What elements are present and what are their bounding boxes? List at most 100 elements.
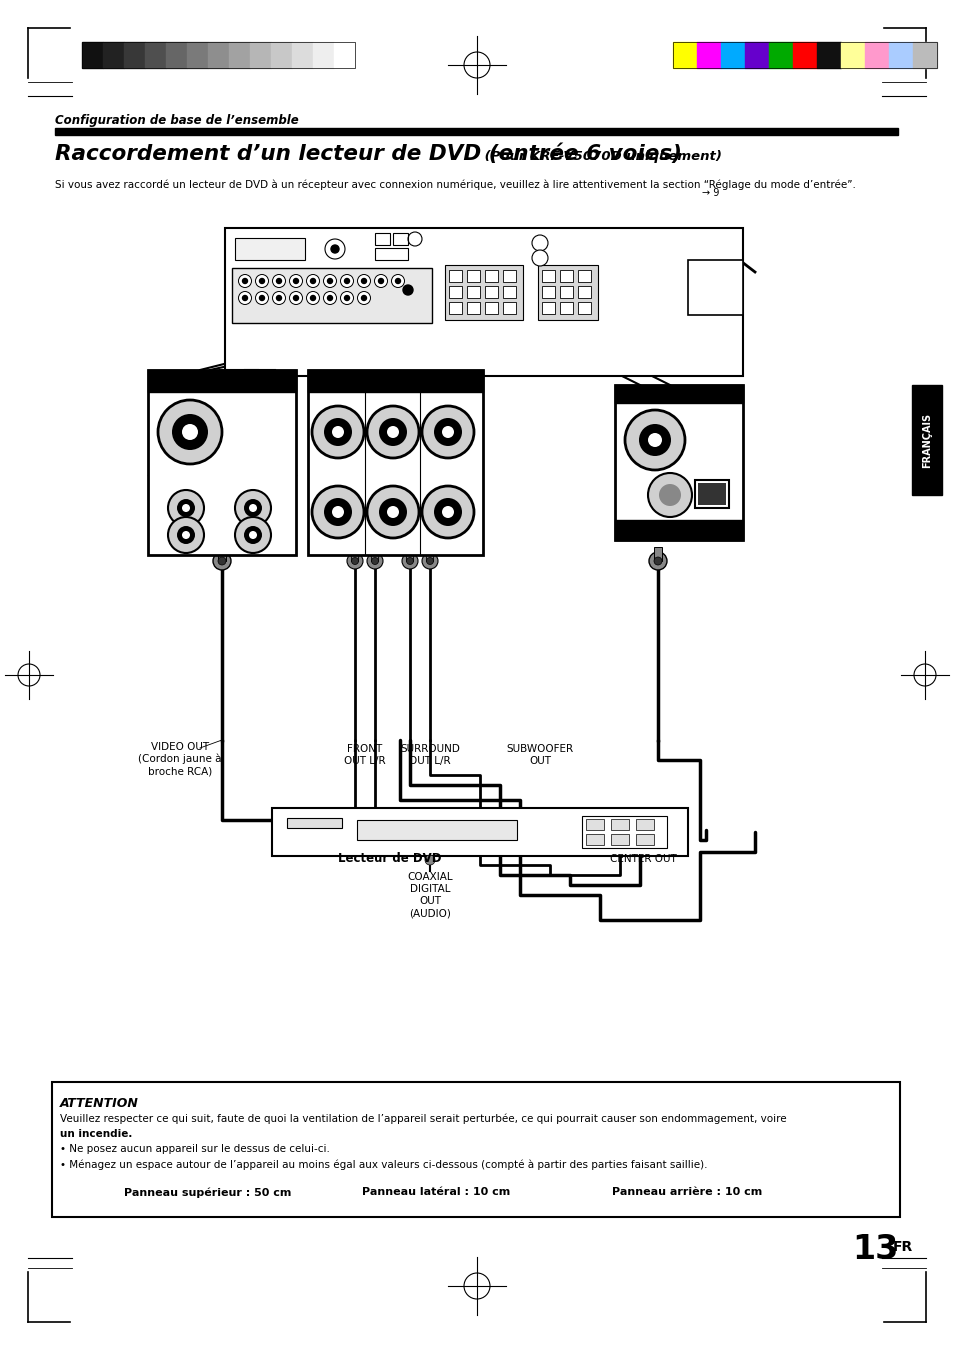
Circle shape	[294, 296, 298, 300]
Bar	[816, 42, 841, 68]
Bar	[55, 128, 897, 135]
Circle shape	[347, 553, 363, 569]
Bar	[148, 370, 295, 392]
Text: VIDEO OUT: VIDEO OUT	[151, 742, 209, 753]
Circle shape	[332, 507, 344, 517]
Bar	[308, 370, 482, 392]
Circle shape	[312, 407, 364, 458]
Circle shape	[168, 517, 204, 553]
Circle shape	[249, 504, 256, 512]
Text: OUT L/R: OUT L/R	[409, 757, 451, 766]
Circle shape	[647, 434, 661, 447]
Bar	[888, 42, 912, 68]
Bar	[208, 42, 229, 68]
Bar	[615, 385, 742, 540]
Text: (Pour KRF-V5070D uniquement): (Pour KRF-V5070D uniquement)	[479, 150, 721, 163]
Circle shape	[172, 413, 208, 450]
Text: Panneau latéral : 10 cm: Panneau latéral : 10 cm	[361, 1188, 510, 1197]
Bar	[484, 303, 497, 313]
Bar	[578, 270, 590, 282]
Circle shape	[659, 484, 680, 507]
Text: ATTENTION: ATTENTION	[60, 1097, 139, 1111]
Bar	[911, 385, 941, 494]
Circle shape	[238, 292, 252, 304]
Circle shape	[289, 292, 302, 304]
Bar	[768, 42, 792, 68]
Circle shape	[158, 400, 222, 463]
Bar	[559, 270, 573, 282]
Bar	[371, 547, 378, 561]
Bar	[351, 547, 358, 561]
Circle shape	[375, 274, 387, 288]
Bar	[502, 286, 516, 299]
Circle shape	[357, 292, 370, 304]
Circle shape	[294, 278, 298, 284]
Circle shape	[259, 278, 264, 284]
Text: FRANÇAIS: FRANÇAIS	[921, 412, 931, 467]
Circle shape	[340, 274, 354, 288]
Bar	[636, 819, 654, 830]
Circle shape	[402, 285, 413, 295]
Circle shape	[177, 499, 194, 517]
Bar	[610, 834, 628, 844]
Circle shape	[255, 292, 268, 304]
Bar	[585, 834, 603, 844]
Circle shape	[273, 274, 285, 288]
Bar	[559, 286, 573, 299]
Circle shape	[401, 553, 417, 569]
Text: • Ne posez aucun appareil sur le dessus de celui-ci.: • Ne posez aucun appareil sur le dessus …	[60, 1144, 330, 1154]
Bar	[52, 1082, 899, 1217]
Circle shape	[361, 296, 366, 300]
Circle shape	[327, 296, 333, 300]
Text: Si vous avez raccordé un lecteur de DVD à un récepteur avec connexion numérique,: Si vous avez raccordé un lecteur de DVD …	[55, 180, 855, 190]
Text: Panneau supérieur : 50 cm: Panneau supérieur : 50 cm	[124, 1188, 291, 1197]
Text: OUT: OUT	[529, 757, 551, 766]
Text: COAXIAL: COAXIAL	[407, 871, 453, 882]
Circle shape	[378, 417, 407, 446]
Bar	[581, 816, 666, 848]
Circle shape	[168, 490, 204, 526]
Circle shape	[647, 473, 691, 517]
Bar	[610, 819, 628, 830]
Circle shape	[312, 486, 364, 538]
Circle shape	[259, 296, 264, 300]
Bar	[426, 547, 433, 561]
Bar	[615, 385, 742, 403]
Circle shape	[182, 424, 198, 440]
Bar	[449, 303, 461, 313]
Circle shape	[532, 235, 547, 251]
Circle shape	[532, 250, 547, 266]
Circle shape	[332, 426, 344, 438]
Circle shape	[367, 553, 382, 569]
Bar	[912, 42, 936, 68]
Text: • Ménagez un espace autour de l’appareil au moins égal aux valeurs ci-dessous (c: • Ménagez un espace autour de l’appareil…	[60, 1159, 707, 1170]
Bar	[484, 286, 497, 299]
Bar	[467, 303, 479, 313]
Circle shape	[331, 245, 338, 253]
Text: FRONT: FRONT	[347, 744, 382, 754]
Bar	[467, 270, 479, 282]
Bar	[654, 547, 661, 561]
Circle shape	[273, 292, 285, 304]
Circle shape	[434, 499, 461, 526]
Bar	[308, 370, 482, 555]
Circle shape	[371, 558, 378, 565]
Bar	[502, 303, 516, 313]
Bar	[636, 834, 654, 844]
Bar	[698, 484, 725, 505]
Text: Lecteur de DVD: Lecteur de DVD	[337, 852, 441, 865]
Circle shape	[310, 296, 315, 300]
Bar	[449, 270, 461, 282]
Circle shape	[344, 296, 349, 300]
Bar	[187, 42, 208, 68]
Bar	[225, 228, 742, 376]
Text: Raccordement d’un lecteur de DVD (entrée 6 voies): Raccordement d’un lecteur de DVD (entrée…	[55, 143, 681, 163]
Circle shape	[426, 558, 433, 565]
Circle shape	[406, 558, 413, 565]
Text: CENTER OUT: CENTER OUT	[609, 854, 676, 865]
Text: Veuillez respecter ce qui suit, faute de quoi la ventilation de l’appareil serai: Veuillez respecter ce qui suit, faute de…	[60, 1115, 786, 1124]
Bar	[792, 42, 816, 68]
Circle shape	[367, 486, 418, 538]
Bar	[541, 270, 555, 282]
Bar	[720, 42, 744, 68]
